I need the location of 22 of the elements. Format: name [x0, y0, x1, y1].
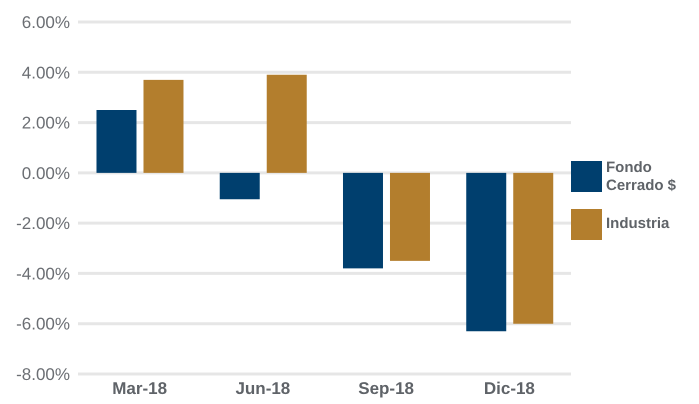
x-tick-label: Jun-18	[235, 379, 290, 398]
bar	[513, 172, 554, 324]
x-tick-label: Mar-18	[112, 379, 168, 398]
bar	[466, 172, 506, 332]
y-tick-label: -4.00%	[16, 264, 70, 284]
bar	[96, 110, 136, 173]
y-tick-label: -2.00%	[16, 214, 70, 234]
bar	[143, 80, 184, 173]
y-tick-label: 4.00%	[22, 63, 70, 82]
y-tick-label: -6.00%	[16, 314, 70, 334]
y-tick-label: 2.00%	[22, 114, 70, 133]
legend-label: Industria	[606, 215, 670, 233]
x-tick-label: Sep-18	[358, 379, 414, 398]
y-tick-label: -8.00%	[16, 365, 70, 384]
legend-label: Fondo Cerrado $	[606, 158, 678, 194]
bar	[266, 74, 307, 173]
y-tick-label: 6.00%	[22, 13, 70, 32]
bar	[390, 172, 430, 261]
y-tick-label: 0.00%	[22, 164, 70, 183]
bar	[220, 172, 260, 200]
bar	[342, 172, 383, 268]
x-tick-label: Dic-18	[484, 379, 535, 398]
